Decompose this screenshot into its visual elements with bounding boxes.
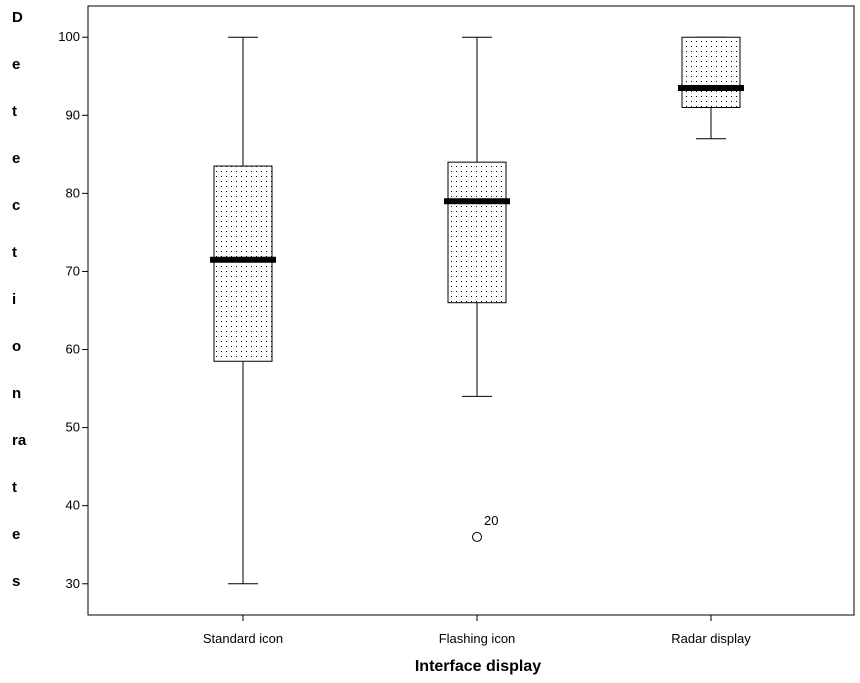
y-axis-label-fragment: e bbox=[12, 526, 20, 543]
x-tick-label: Standard icon bbox=[203, 631, 283, 646]
box-3 bbox=[678, 36, 744, 140]
y-tick-label: 60 bbox=[66, 342, 80, 357]
y-axis-label-fragment: t bbox=[12, 103, 17, 120]
y-axis: 30 40 50 60 70 80 90 100 bbox=[58, 29, 88, 591]
y-tick-label: 70 bbox=[66, 263, 80, 278]
y-axis-label-fragment: ra bbox=[12, 432, 27, 449]
y-axis-label-fragment: t bbox=[12, 244, 17, 261]
box-1 bbox=[210, 36, 276, 585]
boxes-group: 20 bbox=[210, 36, 744, 585]
outlier-point bbox=[472, 531, 482, 542]
y-axis-label-fragment: s bbox=[12, 573, 20, 590]
y-tick-label: 100 bbox=[58, 29, 80, 44]
x-tick-label: Flashing icon bbox=[439, 631, 516, 646]
y-tick-label: 90 bbox=[66, 107, 80, 122]
x-tick-label: Radar display bbox=[671, 631, 751, 646]
y-axis-label-fragment: n bbox=[12, 385, 21, 402]
iqr-box bbox=[447, 161, 507, 304]
y-axis-label-fragment: e bbox=[12, 56, 20, 73]
y-tick-label: 30 bbox=[66, 576, 80, 591]
y-tick-label: 50 bbox=[66, 420, 80, 435]
outlier-label: 20 bbox=[484, 513, 498, 528]
y-axis-label: De t e c t i o n ra t e s bbox=[12, 9, 27, 590]
iqr-box bbox=[681, 36, 741, 109]
y-axis-label-fragment: o bbox=[12, 338, 21, 355]
y-axis-label-fragment: D bbox=[12, 9, 23, 26]
x-axis: Standard icon Flashing icon Radar display bbox=[203, 615, 751, 646]
box-2: 20 bbox=[444, 36, 510, 542]
y-tick-label: 80 bbox=[66, 185, 80, 200]
y-axis-label-fragment: e bbox=[12, 150, 20, 167]
iqr-box bbox=[213, 165, 273, 362]
y-tick-label: 40 bbox=[66, 498, 80, 513]
x-axis-label: Interface display bbox=[415, 658, 541, 675]
y-axis-label-fragment: c bbox=[12, 197, 20, 214]
y-axis-label-fragment: t bbox=[12, 479, 17, 496]
y-axis-label-fragment: i bbox=[12, 291, 16, 308]
